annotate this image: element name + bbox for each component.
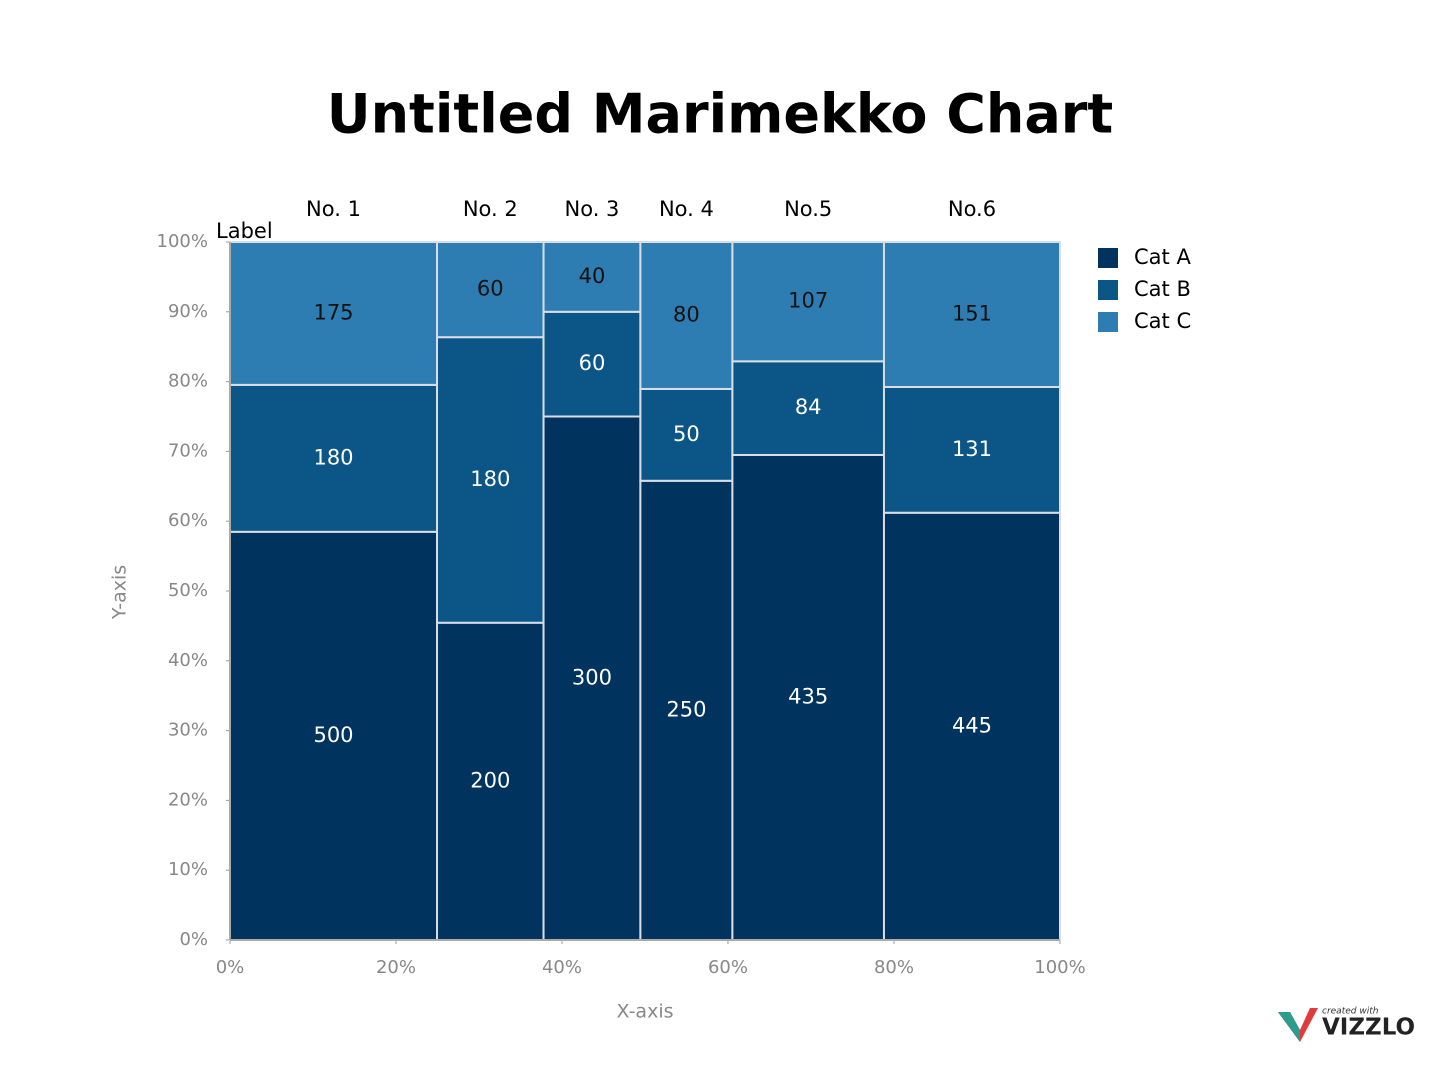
legend-swatch: [1098, 312, 1118, 332]
value-label: 180: [313, 445, 353, 469]
value-label: 435: [788, 684, 828, 708]
y-tick-label: 100%: [157, 231, 208, 252]
value-label: 151: [952, 301, 992, 325]
x-tick-label: 80%: [874, 957, 914, 978]
y-tick-label: 0%: [179, 929, 208, 950]
segment: [882, 511, 1061, 941]
category-label: No. 4: [659, 197, 714, 221]
x-tick-label: 40%: [542, 957, 582, 978]
legend-swatch: [1098, 248, 1118, 268]
x-tick-label: 0%: [216, 957, 245, 978]
value-label: 175: [313, 300, 353, 324]
legend-label: Cat B: [1134, 277, 1191, 301]
y-tick-label: 60%: [168, 510, 208, 531]
category-label: No.6: [948, 197, 996, 221]
x-axis-label: X-axis: [617, 1001, 674, 1023]
segment: [882, 385, 1061, 514]
category-label: No.5: [784, 197, 832, 221]
chart-title: Untitled Marimekko Chart: [327, 83, 1113, 146]
segment: [436, 621, 545, 942]
segment: [542, 415, 642, 941]
x-tick-label: 100%: [1034, 957, 1085, 978]
segment: [731, 241, 885, 363]
segment: [731, 360, 885, 456]
branding-caption: created with: [1322, 1007, 1379, 1017]
value-label: 200: [470, 768, 510, 792]
y-tick-label: 90%: [168, 301, 208, 322]
value-label: 50: [673, 422, 700, 446]
x-tick-label: 20%: [376, 957, 416, 978]
category-label: No. 3: [565, 197, 620, 221]
y-tick-label: 30%: [168, 720, 208, 741]
segment: [436, 241, 545, 339]
category-label: No. 2: [463, 197, 518, 221]
y-tick-label: 80%: [168, 371, 208, 392]
segment: [639, 241, 734, 390]
value-label: 84: [795, 395, 822, 419]
legend-swatch: [1098, 280, 1118, 300]
value-label: 131: [952, 437, 992, 461]
value-label: 40: [579, 264, 606, 288]
value-label: 180: [470, 467, 510, 491]
segment: [731, 453, 885, 941]
x-tick-label: 60%: [708, 957, 748, 978]
value-label: 60: [579, 351, 606, 375]
y-tick-label: 20%: [168, 789, 208, 810]
legend-label: Cat A: [1134, 245, 1191, 269]
y-tick-label: 70%: [168, 440, 208, 461]
y-tick-label: 40%: [168, 650, 208, 671]
logo-shape: [1278, 1012, 1300, 1042]
value-label: 60: [477, 277, 504, 301]
corner-label: Label: [216, 219, 273, 243]
value-label: 500: [313, 723, 353, 747]
category-label: No. 1: [306, 197, 361, 221]
legend-label: Cat C: [1134, 309, 1191, 333]
segment: [639, 479, 734, 941]
value-label: 107: [788, 289, 828, 313]
branding-name: VIZZLO: [1322, 1015, 1415, 1041]
y-axis-label: Y-axis: [109, 565, 131, 620]
y-tick-label: 50%: [168, 580, 208, 601]
branding: created with VIZZLO: [1278, 1007, 1415, 1042]
value-label: 80: [673, 302, 700, 326]
value-label: 250: [666, 697, 706, 721]
value-label: 445: [952, 713, 992, 737]
segment: [229, 241, 439, 386]
y-tick-label: 10%: [168, 859, 208, 880]
value-label: 300: [572, 665, 612, 689]
segment: [882, 241, 1061, 388]
